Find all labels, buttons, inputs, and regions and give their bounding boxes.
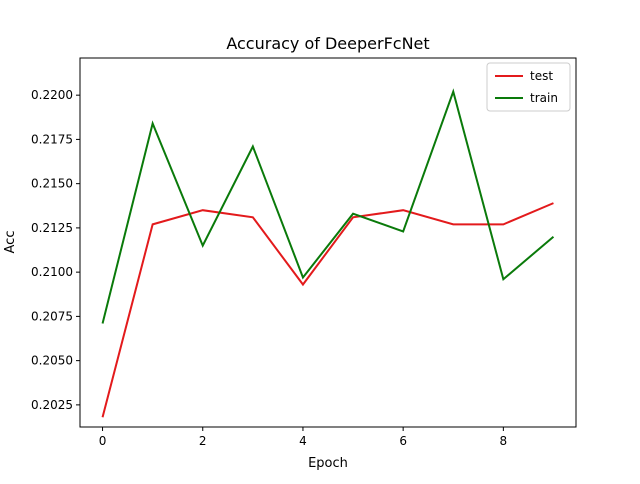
y-tick-label: 0.2025 — [31, 398, 73, 412]
legend-label-test: test — [530, 69, 553, 83]
y-tick-label: 0.2100 — [31, 265, 73, 279]
y-tick-label: 0.2150 — [31, 177, 73, 191]
plot-area: 0 2 4 6 8 0.2025 0.2050 0.2075 0.2100 0.2125 0.215… — [31, 57, 577, 448]
y-axis-label: Acc — [3, 231, 18, 254]
plot-frame — [79, 57, 577, 428]
legend-label-train: train — [530, 91, 558, 105]
x-axis-label: Epoch — [308, 456, 348, 471]
y-tick-label: 0.2175 — [31, 132, 73, 146]
x-tick-label: 4 — [299, 434, 307, 448]
x-tick-label: 2 — [199, 434, 207, 448]
chart-title: Accuracy of DeeperFcNet — [226, 34, 429, 53]
x-tick-label: 8 — [500, 434, 508, 448]
y-tick-label: 0.2050 — [31, 354, 73, 368]
x-tick-label: 6 — [399, 434, 407, 448]
series-line-test — [101, 202, 554, 418]
y-tick-label: 0.2125 — [31, 221, 73, 235]
y-tick-label: 0.2200 — [31, 88, 73, 102]
x-tick-label: 0 — [99, 434, 107, 448]
y-tick-label: 0.2075 — [31, 309, 73, 323]
series-line-train — [101, 88, 555, 324]
